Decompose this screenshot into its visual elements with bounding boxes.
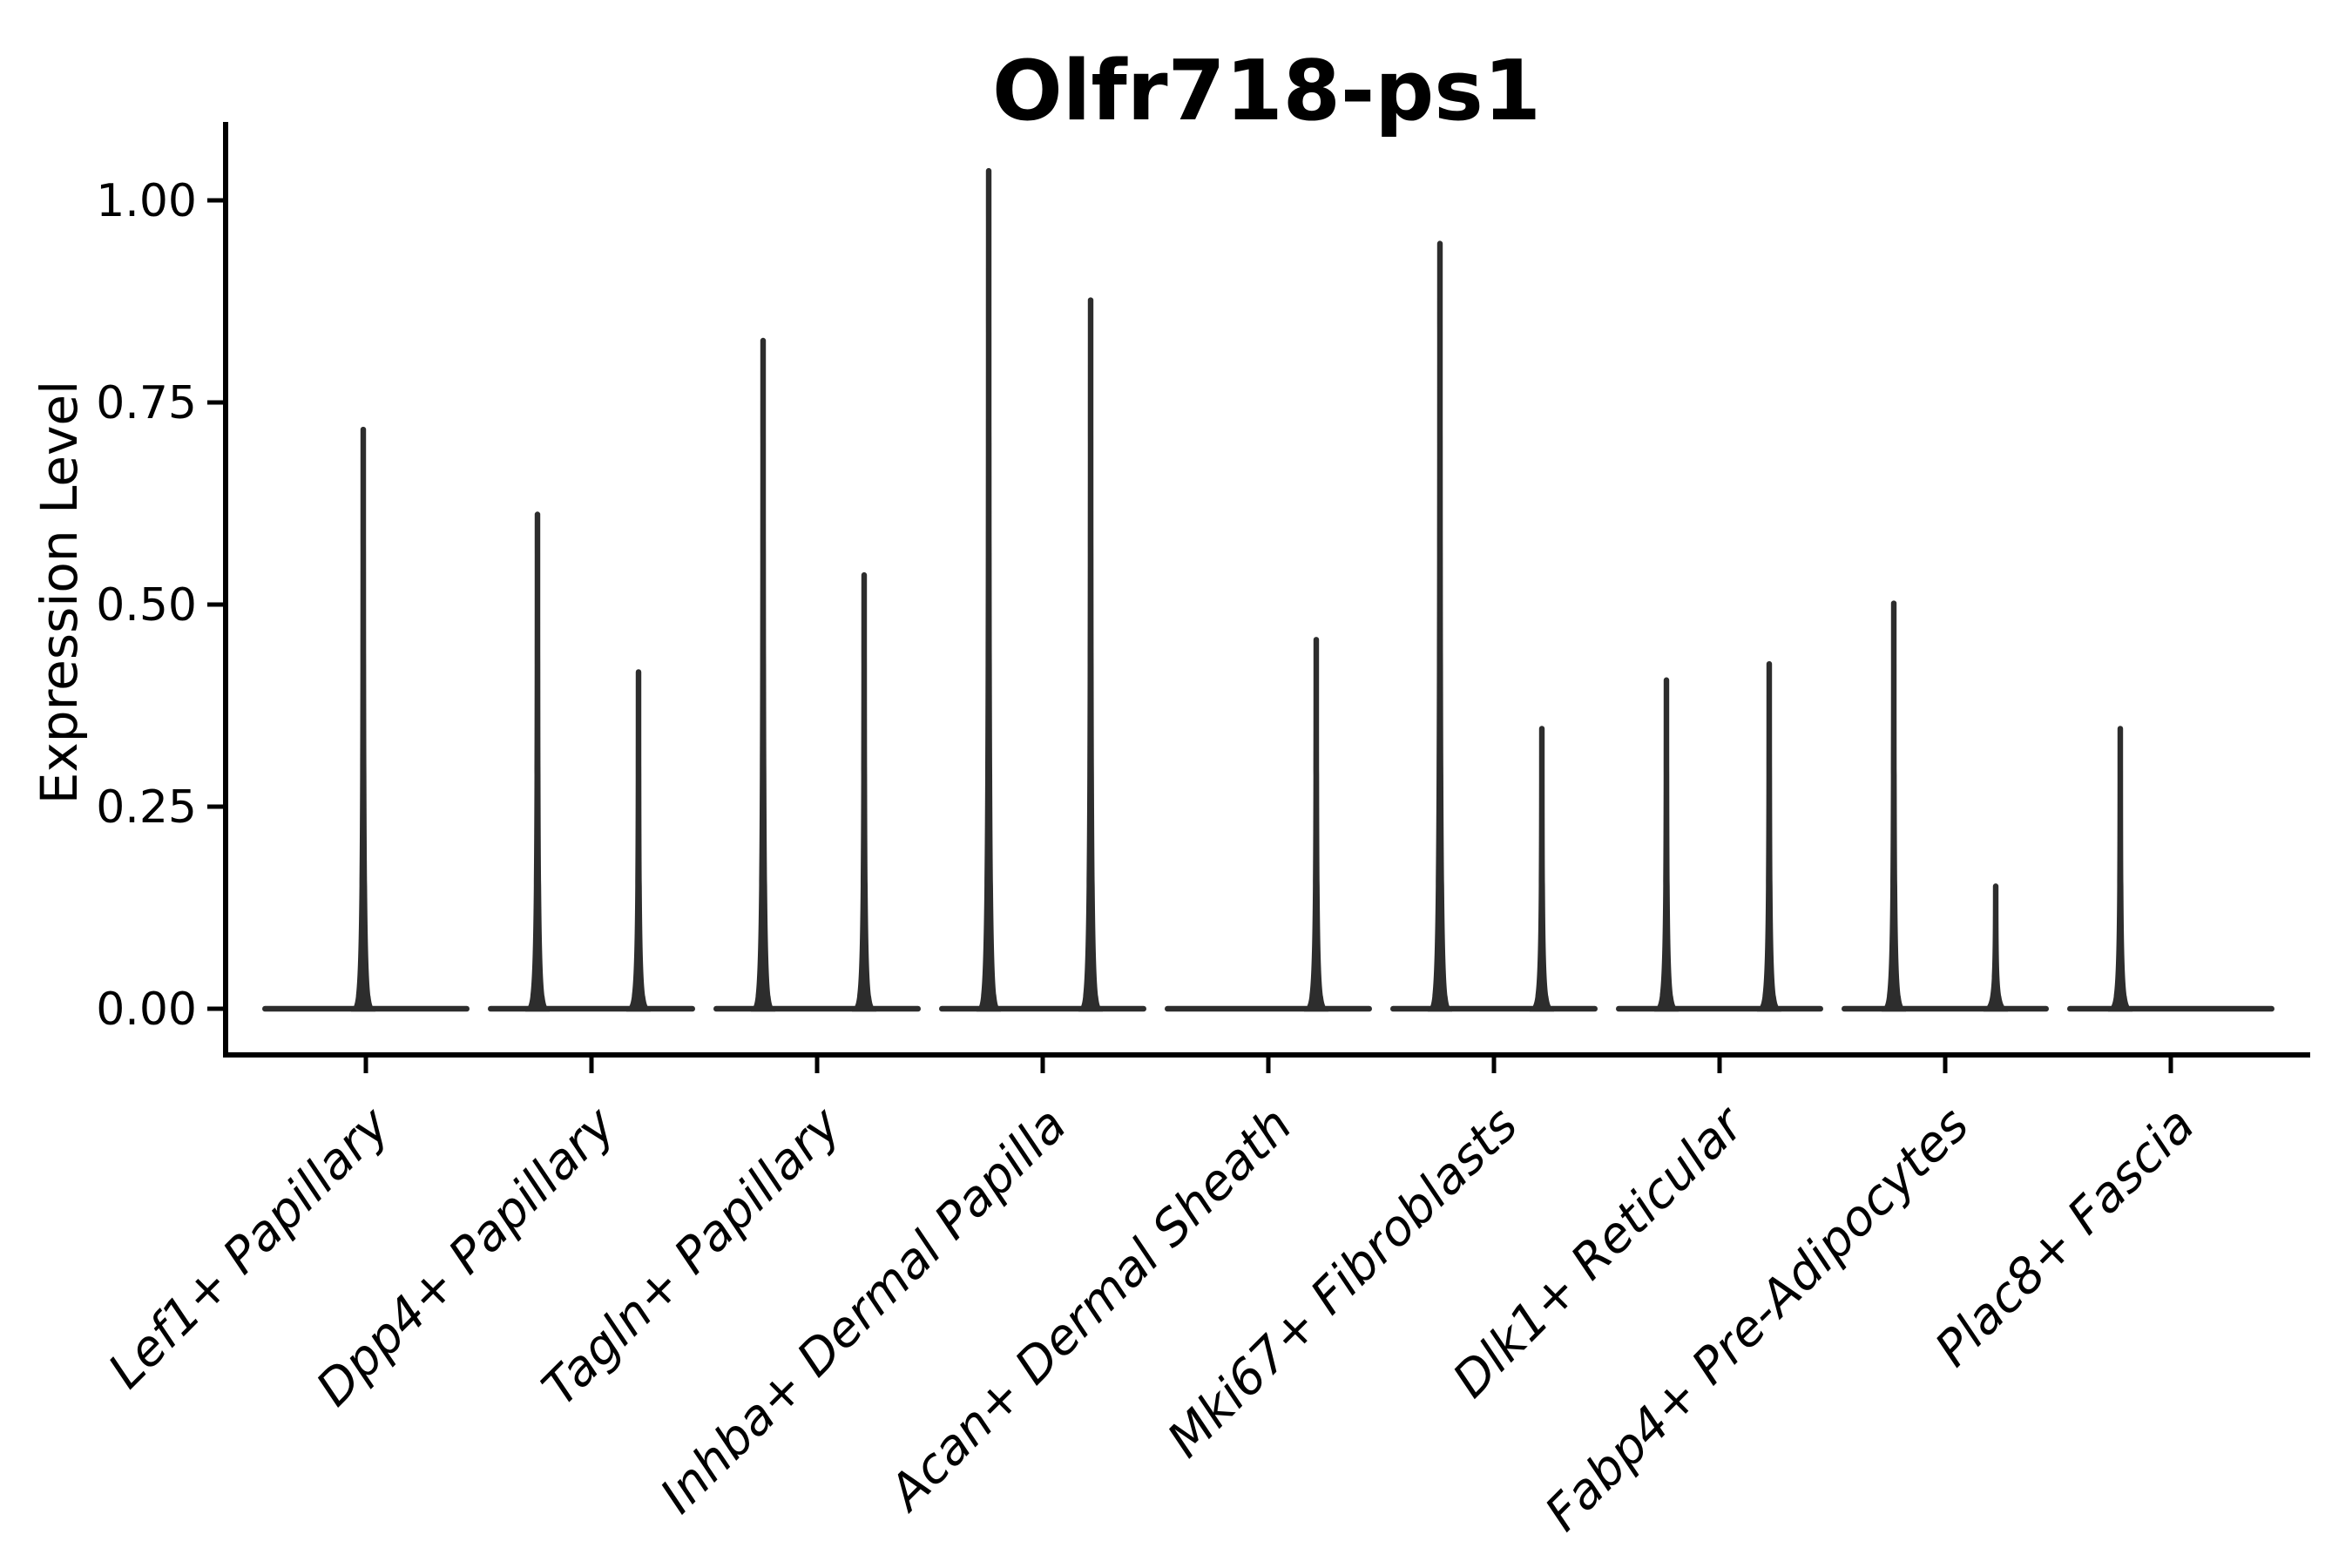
violin-needle — [525, 511, 550, 1012]
violin-needle — [1757, 660, 1781, 1012]
violin-baseline — [2067, 1005, 2274, 1012]
x-tick — [1943, 1058, 1948, 1073]
y-tick — [207, 400, 223, 405]
violin-baseline — [488, 1005, 695, 1012]
y-tick — [207, 1006, 223, 1011]
x-tick — [2168, 1058, 2173, 1073]
y-tick-label: 0.00 — [96, 983, 197, 1036]
x-axis-spine — [223, 1052, 2310, 1058]
y-tick-label: 0.75 — [96, 377, 197, 429]
violin-needle — [1304, 637, 1328, 1012]
violin-needle — [751, 337, 775, 1012]
y-axis-label: Expression Level — [30, 381, 89, 804]
violin-baseline — [713, 1005, 921, 1012]
violin-baseline — [1390, 1005, 1598, 1012]
y-tick — [207, 804, 223, 809]
violin-needle — [1984, 883, 2008, 1012]
chart-title: Olfr718-ps1 — [992, 44, 1541, 139]
violin-needle — [1428, 240, 1452, 1012]
x-tick — [1717, 1058, 1722, 1073]
violin-needle — [852, 571, 876, 1012]
y-tick — [207, 602, 223, 607]
violin-needle — [626, 669, 651, 1012]
violin-baseline — [939, 1005, 1146, 1012]
y-tick-label: 0.25 — [96, 781, 197, 834]
x-tick — [589, 1058, 594, 1073]
violin-needle — [1078, 297, 1103, 1012]
violin-needle — [977, 167, 1001, 1012]
x-tick — [363, 1058, 368, 1073]
x-tick-label: Inhba+ Dermal Papilla — [650, 1097, 1078, 1524]
x-tick — [1040, 1058, 1045, 1073]
y-tick — [207, 198, 223, 203]
violin-needle — [1882, 600, 1906, 1012]
violin-baseline — [1842, 1005, 2049, 1012]
violin-needle — [1654, 677, 1679, 1012]
violin-needle — [1530, 726, 1554, 1012]
x-tick — [1491, 1058, 1497, 1073]
y-tick-label: 1.00 — [96, 175, 197, 227]
x-tick-label: Fabp4+ Pre-Adipocytes — [1535, 1097, 1980, 1542]
violins-layer — [262, 167, 2274, 1012]
x-tick-label: Acan+ Dermal Sheath — [877, 1097, 1303, 1523]
y-tick-label: 0.50 — [96, 579, 197, 632]
x-tick — [814, 1058, 820, 1073]
violin-baseline — [1165, 1005, 1372, 1012]
violin-needle — [2108, 726, 2132, 1012]
x-tick — [1266, 1058, 1271, 1073]
violin-baseline — [1616, 1005, 1823, 1012]
violin-needle — [351, 426, 375, 1012]
y-axis-spine — [223, 122, 228, 1058]
